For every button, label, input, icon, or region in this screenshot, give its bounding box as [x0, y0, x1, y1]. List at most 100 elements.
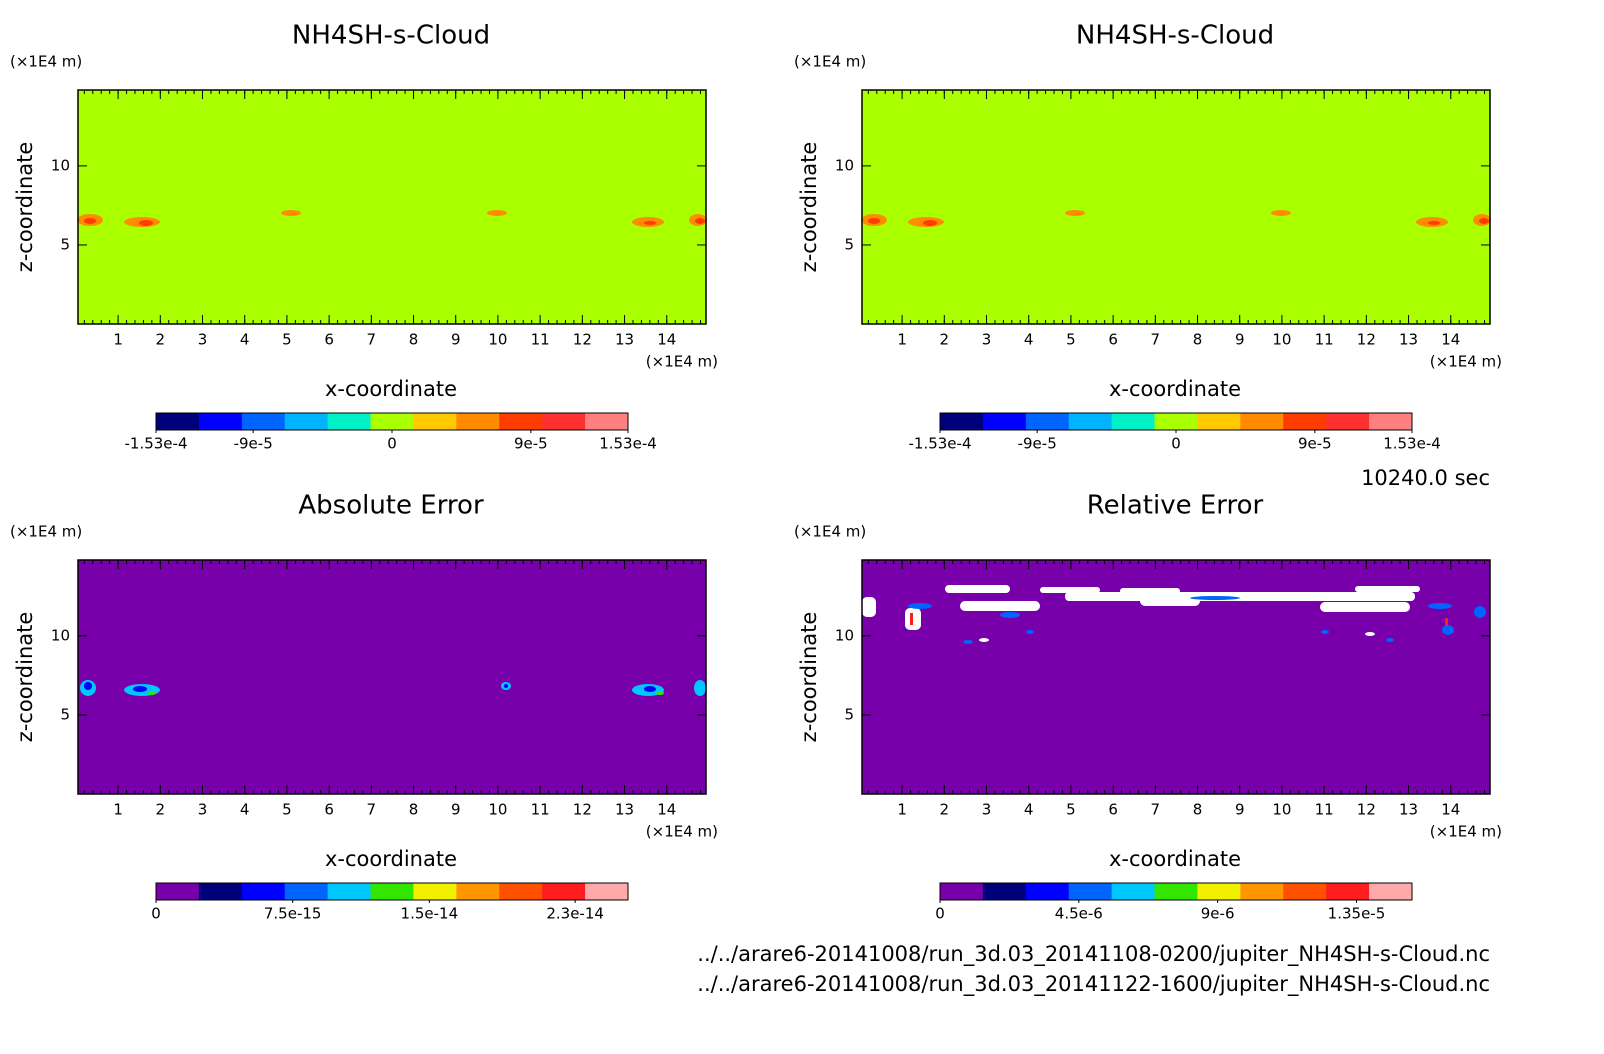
x-tick-label: 4	[240, 801, 250, 819]
field	[862, 560, 1490, 794]
colorbar-frame	[155, 882, 629, 901]
colorbar-band	[1240, 413, 1284, 430]
x-tick-label: 11	[1315, 331, 1334, 349]
x-tick-label: 10	[1272, 801, 1291, 819]
x-tick-label: 2	[156, 801, 166, 819]
plot-frame	[77, 89, 707, 325]
colorbar-band	[1068, 413, 1113, 430]
x-tick-label: 9	[1235, 801, 1245, 819]
x-tick-label: 3	[982, 331, 992, 349]
colorbar-band	[327, 883, 372, 900]
colorbar-tick-label: 9e-5	[514, 435, 548, 453]
x-tick-label: 12	[573, 801, 592, 819]
file-path: ../../arare6-20141008/run_3d.03_20141122…	[697, 972, 1490, 997]
colorbar-band	[1111, 413, 1156, 430]
x-tick-label: 5	[282, 801, 292, 819]
x-tick-label: 11	[531, 331, 550, 349]
x-tick-label: 6	[324, 331, 334, 349]
x-tick-label: 8	[409, 331, 419, 349]
y-tick-label: 10	[51, 626, 70, 644]
panel-title: Relative Error	[1087, 491, 1264, 521]
panel-title: NH4SH-s-Cloud	[292, 21, 490, 51]
plot-frame	[861, 89, 1491, 325]
x-tick-label: 14	[657, 331, 676, 349]
colorbar-tick-label: 0	[151, 905, 161, 923]
x-tick-label: 5	[1066, 801, 1076, 819]
x-axis-label: x-coordinate	[1109, 377, 1241, 401]
colorbar-band	[284, 413, 329, 430]
x-unit: (×1E4 m)	[1430, 823, 1502, 841]
colorbar-band	[413, 883, 457, 900]
x-tick-label: 3	[198, 331, 208, 349]
y-unit: (×1E4 m)	[794, 523, 866, 541]
x-tick-label: 7	[1151, 801, 1161, 819]
x-tick-label: 2	[940, 331, 950, 349]
x-tick-label: 14	[1441, 801, 1460, 819]
y-unit: (×1E4 m)	[10, 53, 82, 71]
colorbar-band	[1197, 413, 1241, 430]
colorbar-tick-label: 9e-6	[1201, 905, 1235, 923]
colorbar-band	[1326, 883, 1370, 900]
x-tick-label: 4	[240, 331, 250, 349]
x-tick-label: 11	[1315, 801, 1334, 819]
x-tick-label: 8	[1193, 801, 1203, 819]
colorbar-band	[1369, 883, 1413, 900]
colorbar-band	[542, 413, 586, 430]
x-tick-label: 9	[1235, 331, 1245, 349]
colorbar-band	[585, 883, 629, 900]
y-unit: (×1E4 m)	[794, 53, 866, 71]
x-tick-label: 12	[1357, 801, 1376, 819]
x-tick-label: 13	[1399, 801, 1418, 819]
colorbar-band	[542, 883, 586, 900]
x-axis-label: x-coordinate	[325, 847, 457, 871]
x-tick-label: 10	[488, 331, 507, 349]
y-unit: (×1E4 m)	[10, 523, 82, 541]
x-tick-label: 8	[1193, 331, 1203, 349]
x-tick-label: 5	[1066, 331, 1076, 349]
x-tick-label: 7	[367, 331, 377, 349]
x-unit: (×1E4 m)	[646, 353, 718, 371]
x-tick-label: 14	[657, 801, 676, 819]
x-tick-label: 10	[1272, 331, 1291, 349]
colorbar-band	[1068, 883, 1113, 900]
colorbar-band	[198, 413, 243, 430]
colorbar-band	[156, 413, 200, 430]
y-tick-label: 5	[60, 705, 70, 723]
y-tick-label: 5	[844, 235, 854, 253]
colorbar-band	[499, 883, 543, 900]
x-tick-label: 5	[282, 331, 292, 349]
colorbar-tick-label: 0	[935, 905, 945, 923]
x-tick-label: 9	[451, 801, 461, 819]
y-axis-label: z-coordinate	[797, 142, 821, 273]
x-tick-label: 6	[1108, 801, 1118, 819]
x-axis-label: x-coordinate	[1109, 847, 1241, 871]
x-unit: (×1E4 m)	[646, 823, 718, 841]
x-tick-label: 7	[1151, 331, 1161, 349]
y-tick-label: 10	[51, 156, 70, 174]
x-tick-label: 10	[488, 801, 507, 819]
y-tick-label: 5	[844, 705, 854, 723]
colorbar-band	[499, 413, 543, 430]
colorbar-band	[413, 413, 457, 430]
colorbar-tick-label: 4.5e-6	[1055, 905, 1103, 923]
x-tick-label: 12	[1357, 331, 1376, 349]
colorbar-band	[456, 883, 500, 900]
x-tick-label: 13	[615, 801, 634, 819]
x-tick-label: 12	[573, 331, 592, 349]
colorbar-band	[284, 883, 329, 900]
colorbar-band	[1197, 883, 1241, 900]
colorbar-tick-label: 1.5e-14	[401, 905, 459, 923]
field	[861, 90, 1491, 324]
x-unit: (×1E4 m)	[1430, 353, 1502, 371]
plot-frame	[861, 559, 1491, 795]
colorbar-band	[1283, 413, 1327, 430]
colorbar-band	[1025, 883, 1070, 900]
colorbar-band	[585, 413, 629, 430]
y-axis-label: z-coordinate	[797, 612, 821, 743]
x-tick-label: 1	[897, 801, 907, 819]
colorbar-band	[1154, 413, 1198, 430]
colorbar-band	[198, 883, 243, 900]
colorbar-band	[940, 413, 984, 430]
